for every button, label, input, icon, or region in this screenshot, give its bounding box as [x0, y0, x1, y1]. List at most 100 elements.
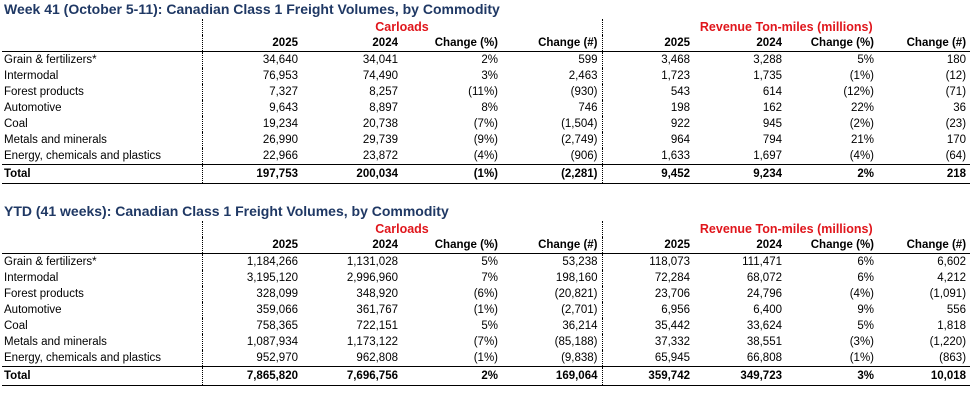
table-row: Energy, chemicals and plastics 22,966 23,8…: [2, 148, 970, 165]
row-label: Coal: [4, 118, 28, 130]
table-cell: (1,091): [929, 288, 967, 300]
table-row: Metals and minerals 1,087,934 1,173,122 (7%…: [2, 334, 970, 350]
table-cell: (1,504): [561, 118, 598, 130]
table-row: Automotive 9,643 8,897 8% 746 198 162 22% 36: [2, 100, 970, 116]
table-cell: 23,706: [601, 286, 694, 302]
table-row: Coal 19,234 20,738 (7%) (1,504) 922 945 (2%) (23…: [2, 116, 970, 132]
table-cell: 36: [953, 102, 967, 114]
total-cell: (1%): [402, 164, 502, 184]
total-cell: 218: [878, 164, 971, 184]
table-cell: 22,966: [201, 148, 302, 165]
table-cell: 1,735: [753, 70, 782, 82]
table-cell: 794: [762, 134, 782, 146]
group-header-row: Carloads Revenue Ton-miles (millions): [2, 221, 971, 237]
rtm-group-label: Revenue Ton-miles (millions): [601, 221, 971, 237]
column-header: Change (#): [502, 35, 602, 52]
table-cell: 6%: [857, 272, 874, 284]
table-cell: 2%: [481, 54, 498, 66]
row-label: Grain & fertilizers*: [4, 54, 97, 66]
column-header: 2025: [601, 35, 694, 52]
table-cell: (11%): [468, 86, 498, 98]
table-cell: 6,956: [601, 302, 694, 318]
table-cell: 162: [762, 102, 782, 114]
table-cell: 180: [946, 54, 967, 66]
group-header-row: Carloads Revenue Ton-miles (millions): [2, 19, 971, 35]
table-cell: 5%: [481, 320, 498, 332]
table-cell: 8%: [481, 102, 498, 114]
table-cell: 1,723: [601, 68, 694, 84]
table-cell: 348,920: [356, 288, 398, 300]
table-cell: 1,087,934: [201, 334, 302, 350]
total-cell: (2,281): [502, 164, 602, 184]
table-cell: 7,327: [201, 84, 302, 100]
table-cell: 361,767: [356, 304, 398, 316]
table-cell: 37,332: [601, 334, 694, 350]
table-cell: 1,633: [601, 148, 694, 165]
column-header: Change (%): [402, 35, 502, 52]
table-cell: (3%): [849, 336, 874, 348]
total-label: Total: [2, 164, 202, 184]
row-label: Automotive: [4, 102, 62, 114]
total-cell: 7,865,820: [201, 366, 302, 386]
table-cell: 38,551: [746, 336, 782, 348]
column-header: 2025: [601, 237, 694, 254]
column-header: Change (#): [878, 237, 971, 254]
table-cell: 922: [601, 116, 694, 132]
total-cell: 9,234: [694, 164, 786, 184]
table-cell: 945: [762, 118, 782, 130]
column-header: 2024: [302, 237, 402, 254]
table-cell: 2,463: [568, 70, 598, 82]
table-cell: 599: [578, 54, 598, 66]
table-cell: (12%): [843, 86, 874, 98]
table-cell: 9%: [857, 304, 874, 316]
table-cell: 36,214: [562, 320, 598, 332]
table-cell: (930): [570, 86, 598, 98]
table-cell: (1%): [473, 304, 498, 316]
column-header: 2024: [302, 35, 402, 52]
column-header: 2024: [694, 237, 786, 254]
row-label: Metals and minerals: [4, 336, 107, 348]
total-cell: 7,696,756: [302, 366, 402, 386]
table-cell: 3,288: [753, 54, 782, 66]
table-cell: (6%): [473, 288, 498, 300]
total-row: Total 7,865,820 7,696,756 2% 169,064 359,742 3…: [2, 366, 971, 386]
column-header: Change (#): [878, 35, 971, 52]
weekly-title: Week 41 (October 5-11): Canadian Class 1…: [4, 1, 500, 17]
table-cell: 170: [946, 134, 967, 146]
table-row: Metals and minerals 26,990 29,739 (9%) (2,74…: [2, 132, 970, 148]
table-cell: 4,212: [937, 272, 967, 284]
table-cell: (1%): [849, 70, 874, 82]
table-cell: 8,257: [369, 86, 398, 98]
table-cell: 22%: [850, 102, 874, 114]
table-cell: 8,897: [369, 102, 398, 114]
table-cell: 21%: [850, 134, 874, 146]
table-cell: 952,970: [201, 350, 302, 367]
row-label: Forest products: [4, 86, 84, 98]
table-cell: 76,953: [201, 68, 302, 84]
table-cell: (7%): [473, 118, 498, 130]
row-label: Automotive: [4, 304, 62, 316]
total-cell: 359,742: [601, 366, 694, 386]
row-label: Energy, chemicals and plastics: [4, 150, 162, 162]
table-cell: 3,195,120: [201, 270, 302, 286]
table-cell: 29,739: [362, 134, 398, 146]
table-cell: (4%): [473, 150, 498, 162]
table-cell: (12): [945, 70, 967, 82]
table-cell: 198,160: [555, 272, 598, 284]
ytd-title: YTD (41 weeks): Canadian Class 1 Freight…: [4, 203, 449, 219]
table-row: Grain & fertilizers* 1,184,266 1,131,028 5%…: [2, 253, 970, 270]
table-cell: (1%): [849, 352, 874, 364]
table-cell: 74,490: [362, 70, 398, 82]
table-cell: 328,099: [201, 286, 302, 302]
table-row: Intermodal 76,953 74,490 3% 2,463 1,723 1,735 (…: [2, 68, 970, 84]
table-cell: 34,041: [362, 54, 398, 66]
table-cell: 556: [946, 304, 967, 316]
table-cell: 1,131,028: [346, 256, 398, 268]
row-label: Metals and minerals: [4, 134, 107, 146]
total-cell: 169,064: [502, 366, 602, 386]
total-cell: 10,018: [878, 366, 971, 386]
table-cell: 111,471: [742, 256, 782, 268]
row-label: Forest products: [4, 288, 84, 300]
total-label: Total: [2, 366, 202, 386]
table-cell: (9,838): [561, 352, 598, 364]
